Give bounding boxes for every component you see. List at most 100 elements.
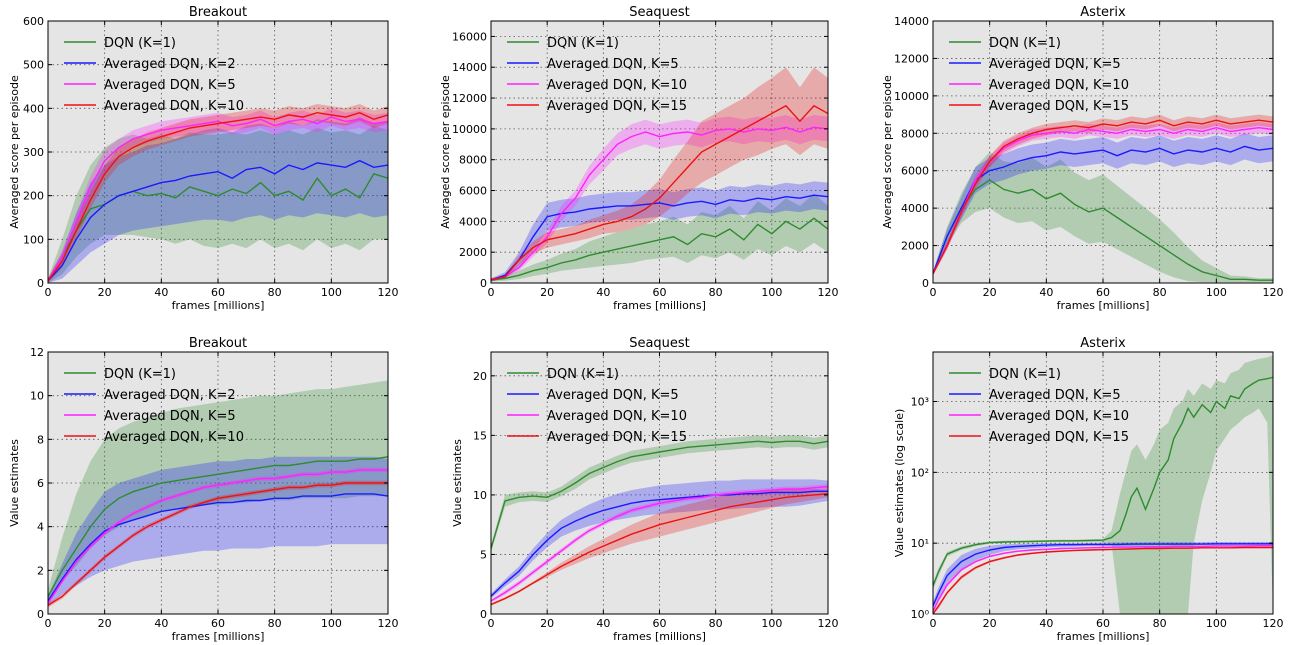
line-averaged-dqn-k-5 bbox=[491, 490, 828, 597]
x-tick-label: 80 bbox=[709, 617, 723, 630]
legend-item-averaged-dqn-k-5: Averaged DQN, K=5 bbox=[989, 388, 1121, 403]
chart-title: Seaquest bbox=[629, 336, 690, 351]
y-axis-label: Averaged score per episode bbox=[881, 75, 894, 229]
x-tick-label: 0 bbox=[45, 617, 52, 630]
y-tick-label: 0 bbox=[480, 608, 487, 621]
band-dqn-k-1 bbox=[48, 380, 388, 604]
x-tick-label: 20 bbox=[983, 617, 997, 630]
x-axis-label: frames [millions] bbox=[172, 299, 265, 312]
line-averaged-dqn-k-10 bbox=[48, 482, 388, 606]
legend-item-averaged-dqn-k-15: Averaged DQN, K=15 bbox=[547, 430, 687, 445]
y-tick-label: 8 bbox=[37, 433, 44, 446]
band-dqn-k-1 bbox=[48, 125, 388, 283]
y-tick-label: 600 bbox=[23, 15, 44, 28]
y-tick-label: 10000 bbox=[894, 90, 929, 103]
x-tick-label: 60 bbox=[653, 286, 667, 299]
legend-item-dqn-k-1: DQN (K=1) bbox=[547, 367, 619, 382]
line-averaged-dqn-k-5 bbox=[48, 469, 388, 604]
y-tick-label: 4000 bbox=[901, 202, 929, 215]
legend-item-averaged-dqn-k-15: Averaged DQN, K=15 bbox=[989, 99, 1129, 114]
line-averaged-dqn-k-10 bbox=[48, 111, 388, 282]
y-tick-label: 6000 bbox=[901, 165, 929, 178]
plot-layer bbox=[48, 380, 388, 608]
y-tick-label: 2000 bbox=[459, 246, 487, 259]
x-tick-label: 40 bbox=[1039, 286, 1053, 299]
x-tick-label: 100 bbox=[321, 286, 342, 299]
x-tick-label: 80 bbox=[709, 286, 723, 299]
x-tick-label: 40 bbox=[596, 617, 610, 630]
band-averaged-dqn-k-5 bbox=[491, 181, 828, 282]
x-tick-label: 80 bbox=[1153, 617, 1167, 630]
chart-title: Breakout bbox=[189, 336, 247, 351]
line-averaged-dqn-k-5 bbox=[48, 116, 388, 282]
x-tick-label: 60 bbox=[211, 617, 225, 630]
y-tick-label: 10 bbox=[473, 489, 487, 502]
y-axis-label: Value estimates (log scale) bbox=[893, 409, 906, 558]
band-averaged-dqn-k-15 bbox=[491, 67, 828, 282]
band-averaged-dqn-k-5 bbox=[933, 133, 1273, 276]
line-averaged-dqn-k-10 bbox=[491, 485, 828, 602]
x-tick-label: 20 bbox=[98, 286, 112, 299]
plot-layer bbox=[48, 104, 388, 283]
x-axis-label: frames [millions] bbox=[613, 630, 706, 643]
chart-title: Breakout bbox=[189, 5, 247, 20]
legend-item-averaged-dqn-k-15: Averaged DQN, K=15 bbox=[989, 430, 1129, 445]
legend-item-averaged-dqn-k-10: Averaged DQN, K=10 bbox=[104, 99, 244, 114]
x-tick-label: 20 bbox=[98, 617, 112, 630]
x-tick-label: 120 bbox=[818, 617, 839, 630]
band-averaged-dqn-k-10 bbox=[491, 115, 828, 282]
legend: DQN (K=1) Averaged DQN, K=5 Averaged DQN, … bbox=[949, 36, 1129, 114]
y-tick-label: 12000 bbox=[894, 52, 929, 65]
x-tick-label: 120 bbox=[1263, 617, 1284, 630]
x-tick-label: 120 bbox=[378, 286, 399, 299]
legend-item-averaged-dqn-k-10: Averaged DQN, K=10 bbox=[104, 430, 244, 445]
y-tick-label: 14000 bbox=[452, 61, 487, 74]
y-tick-label: 0 bbox=[37, 608, 44, 621]
legend: DQN (K=1) Averaged DQN, K=5 Averaged DQN, … bbox=[949, 367, 1129, 445]
y-tick-label: 8000 bbox=[901, 127, 929, 140]
y-tick-label: 4 bbox=[37, 521, 44, 534]
x-tick-label: 80 bbox=[1153, 286, 1167, 299]
line-averaged-dqn-k-15 bbox=[491, 493, 828, 606]
y-tick-label: 2000 bbox=[901, 240, 929, 253]
legend-item-averaged-dqn-k-2: Averaged DQN, K=2 bbox=[104, 388, 236, 403]
chart-panel-5: 0 20 40 60 80 100 120 0 5 10 15 20 Seaquest frames [m… bbox=[451, 336, 839, 643]
line-averaged-dqn-k-15 bbox=[933, 119, 1273, 274]
x-tick-label: 100 bbox=[321, 617, 342, 630]
legend-item-averaged-dqn-k-10: Averaged DQN, K=10 bbox=[547, 409, 687, 424]
y-tick-label: 10000 bbox=[452, 123, 487, 136]
legend-item-averaged-dqn-k-5: Averaged DQN, K=5 bbox=[547, 388, 679, 403]
x-tick-label: 20 bbox=[983, 286, 997, 299]
chart-panel-1: 0 20 40 60 80 100 120 0 100 200 300 400 500 600 Breako… bbox=[8, 5, 399, 312]
y-tick-label: 5 bbox=[480, 548, 487, 561]
y-tick-label: 10² bbox=[911, 466, 929, 479]
chart-panel-3: 0 20 40 60 80 100 120 0 2000 4000 6000 8000 10000 120… bbox=[881, 5, 1284, 312]
line-averaged-dqn-k-15 bbox=[491, 104, 828, 281]
legend-item-averaged-dqn-k-15: Averaged DQN, K=15 bbox=[547, 99, 687, 114]
line-dqn-k-1 bbox=[48, 456, 388, 597]
x-tick-label: 100 bbox=[1206, 617, 1227, 630]
line-averaged-dqn-k-5 bbox=[933, 543, 1273, 607]
legend: DQN (K=1) Averaged DQN, K=5 Averaged DQN, … bbox=[507, 36, 687, 114]
legend-item-averaged-dqn-k-10: Averaged DQN, K=10 bbox=[989, 409, 1129, 424]
y-tick-label: 6 bbox=[37, 477, 44, 490]
y-tick-label: 12000 bbox=[452, 92, 487, 105]
x-tick-label: 120 bbox=[378, 617, 399, 630]
y-tick-label: 10¹ bbox=[911, 537, 929, 550]
y-tick-label: 15 bbox=[473, 429, 487, 442]
line-averaged-dqn-k-5 bbox=[491, 194, 828, 281]
x-tick-label: 120 bbox=[818, 286, 839, 299]
band-averaged-dqn-k-2 bbox=[48, 117, 388, 283]
x-axis-label: frames [millions] bbox=[613, 299, 706, 312]
y-tick-label: 200 bbox=[23, 190, 44, 203]
legend-item-dqn-k-1: DQN (K=1) bbox=[104, 367, 176, 382]
x-tick-label: 100 bbox=[761, 617, 782, 630]
y-tick-label: 4000 bbox=[459, 215, 487, 228]
y-tick-label: 10³ bbox=[911, 396, 929, 409]
line-dqn-k-1 bbox=[491, 440, 828, 549]
x-tick-label: 60 bbox=[1096, 617, 1110, 630]
y-tick-label: 2 bbox=[37, 564, 44, 577]
x-tick-label: 60 bbox=[1096, 286, 1110, 299]
x-tick-label: 60 bbox=[211, 286, 225, 299]
